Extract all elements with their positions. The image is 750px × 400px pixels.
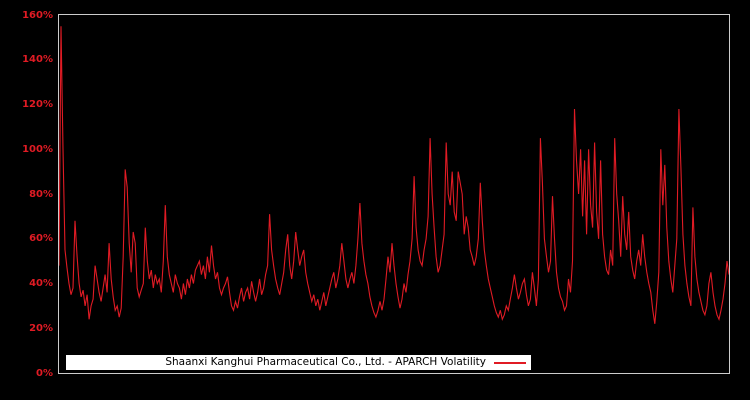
plot-area (58, 14, 730, 374)
y-tick-label: 0% (36, 367, 53, 379)
y-tick-label: 40% (29, 278, 53, 289)
y-tick-label: 80% (29, 188, 53, 200)
y-tick-label: 20% (29, 322, 53, 334)
legend: Shaanxi Kanghui Pharmaceutical Co., Ltd.… (66, 355, 531, 370)
volatility-series-line (59, 26, 729, 324)
legend-line-sample (494, 361, 526, 364)
y-axis: 0% 20% 40% 60% 80% 100% 120% 140% 160% (0, 0, 56, 400)
y-tick-label: 120% (22, 99, 53, 110)
y-tick-label: 100% (22, 143, 53, 155)
y-tick-label: 60% (29, 233, 53, 245)
y-tick-label: 140% (22, 54, 53, 66)
y-tick-label: 160% (22, 9, 53, 21)
volatility-chart-svg (59, 26, 729, 324)
legend-label: Shaanxi Kanghui Pharmaceutical Co., Ltd.… (165, 356, 486, 368)
